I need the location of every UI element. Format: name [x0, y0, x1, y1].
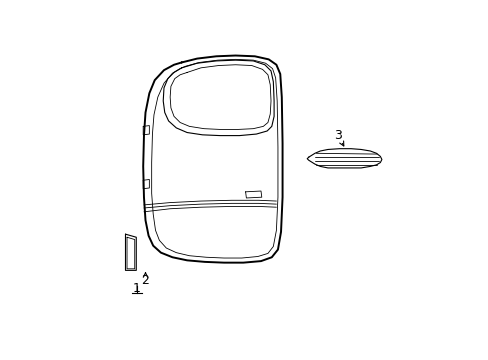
- Text: 3: 3: [333, 129, 341, 142]
- Text: 2: 2: [142, 274, 149, 287]
- Text: 1: 1: [133, 282, 141, 294]
